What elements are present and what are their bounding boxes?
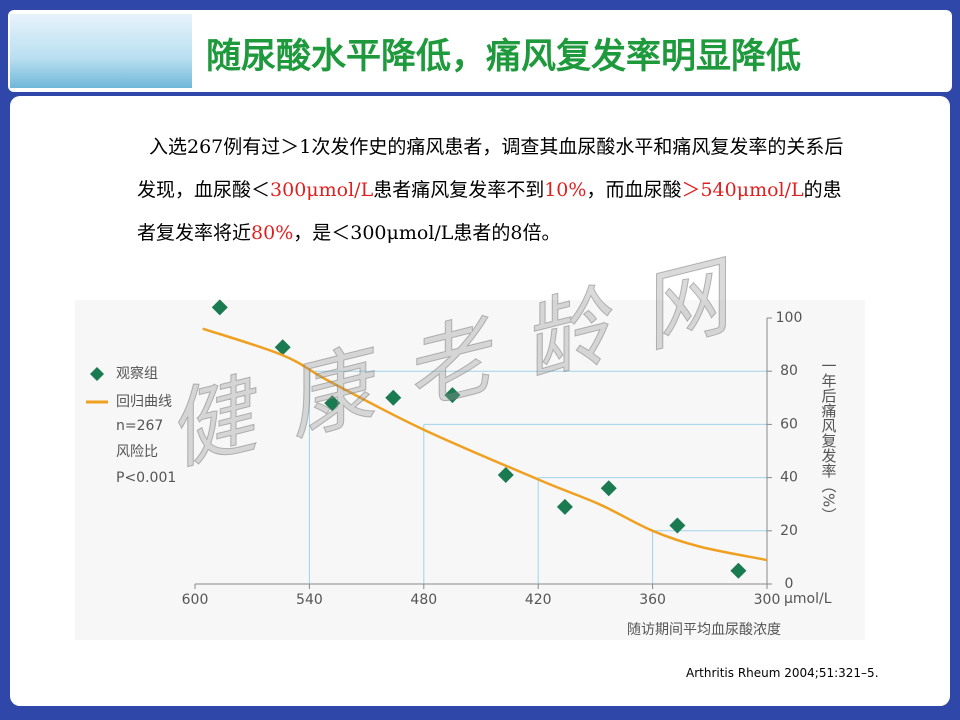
header: 随尿酸水平降低，痛风复发率明显降低 <box>8 10 952 92</box>
data-point <box>497 466 514 483</box>
data-point <box>444 387 461 404</box>
text: 入选267例有过＞1次发作史的痛风患者，调查其血尿酸水平和痛风复发率的关系后发现… <box>137 136 844 201</box>
annotation: P<0.001 <box>116 470 176 486</box>
y-tick-label: 40 <box>780 470 798 486</box>
logo <box>10 14 192 88</box>
y-tick-label: 100 <box>776 310 803 326</box>
x-unit: μmol/L <box>784 591 832 607</box>
citation: Arthritis Rheum 2004;51:321–5. <box>686 666 879 680</box>
x-tick-label: 420 <box>525 592 552 608</box>
text: ，是＜300μmol/L患者的8倍。 <box>293 222 561 244</box>
legend-label: 回归曲线 <box>116 393 172 410</box>
data-point <box>556 498 573 515</box>
highlight: 300μmol/L <box>270 179 374 201</box>
legend-marker <box>90 367 104 381</box>
y-tick-label: 20 <box>780 523 798 539</box>
x-axis-label: 随访期间平均血尿酸浓度 <box>627 622 781 638</box>
y-axis-label: 一年后痛风复发率（%） <box>820 358 838 522</box>
text: 患者痛风复发率不到 <box>373 179 545 201</box>
data-point <box>324 395 341 412</box>
x-tick-label: 300 <box>754 592 781 608</box>
x-tick-label: 540 <box>296 592 323 608</box>
data-point <box>600 480 617 497</box>
text: ，而血尿酸 <box>586 179 682 201</box>
highlight: 10% <box>544 179 587 201</box>
annotation: 风险比 <box>116 444 158 460</box>
x-tick-label: 480 <box>410 592 437 608</box>
y-tick-label: 0 <box>785 576 794 592</box>
text: 的患者复发率将近 <box>137 179 842 244</box>
chart-area <box>75 300 865 640</box>
slide-title: 随尿酸水平降低，痛风复发率明显降低 <box>206 37 802 77</box>
y-tick-label: 60 <box>780 416 798 432</box>
regression-curve <box>202 327 768 562</box>
data-point <box>211 299 228 316</box>
data-point <box>274 339 291 356</box>
legend-label: 观察组 <box>116 365 158 382</box>
annotation: n=267 <box>116 418 163 434</box>
y-tick-label: 80 <box>780 363 798 379</box>
highlight: 80% <box>251 222 294 244</box>
paragraph: 入选267例有过＞1次发作史的痛风患者，调查其血尿酸水平和痛风复发率的关系后发现… <box>137 126 859 255</box>
highlight: ＞540μmol/L <box>681 179 804 201</box>
x-tick-label: 360 <box>639 592 666 608</box>
data-point <box>730 562 747 579</box>
data-point <box>385 389 402 406</box>
x-tick-label: 600 <box>182 592 209 608</box>
data-point <box>669 517 686 534</box>
